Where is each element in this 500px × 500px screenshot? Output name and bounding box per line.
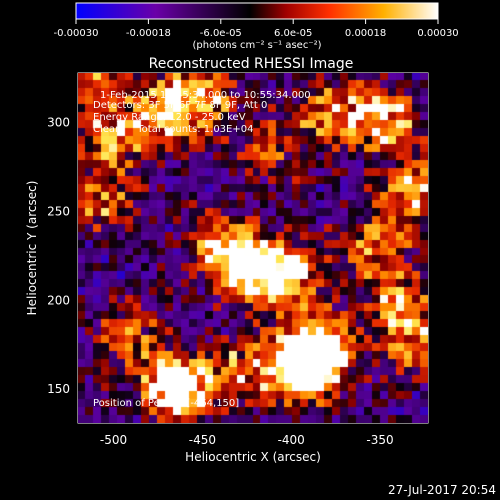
- heatmap-image: [78, 73, 428, 423]
- annotation-detectors: Detectors: 3F 5F 6F 7F 8F 9F, Att 0: [93, 100, 268, 111]
- annotation-peak: Position of Peak = [-464,150]: [93, 398, 240, 409]
- annotation-energy: Energy Range: 12.0 - 25.0 keV: [93, 112, 246, 123]
- y-axis-label: Heliocentric Y (arcsec): [25, 181, 39, 316]
- colorbar-tick-label: -0.00030: [54, 28, 99, 39]
- footer-timestamp: 27-Jul-2017 20:54: [388, 483, 496, 497]
- x-tick-label: -450: [189, 433, 216, 447]
- chart-title: Reconstructed RHESSI Image: [149, 56, 354, 72]
- colorbar-units-label: (photons cm⁻² s⁻¹ asec⁻²): [192, 40, 321, 51]
- annotation-clean: Clean Total counts: 1.03E+04: [93, 124, 254, 135]
- colorbar-ticks: -0.00030 -0.00018 -6.0e-05 6.0e-05 0.00018 0.…: [54, 19, 459, 39]
- y-tick-label: 300: [47, 116, 70, 130]
- colorbar: -0.00030 -0.00018 -6.0e-05 6.0e-05 0.00018 0.…: [54, 2, 459, 51]
- x-tick-label: -500: [100, 433, 127, 447]
- colorbar-tick-label: 0.00030: [417, 28, 458, 39]
- colorbar-tick-label: 6.0e-05: [274, 28, 312, 39]
- colorbar-gradient: [75, 2, 439, 20]
- y-tick-label: 150: [47, 382, 70, 396]
- colorbar-tick-label: 0.00018: [345, 28, 386, 39]
- annotation-time: 1-Feb-2015 10:45:34.000 to 10:55:34.000: [100, 90, 311, 101]
- y-tick-label: 200: [47, 293, 70, 307]
- x-tick-label: -400: [278, 433, 305, 447]
- x-tick-label: -350: [366, 433, 393, 447]
- colorbar-tick-label: -0.00018: [126, 28, 171, 39]
- y-tick-label: 250: [47, 205, 70, 219]
- x-axis-label: Heliocentric X (arcsec): [185, 450, 321, 464]
- colorbar-tick-label: -6.0e-05: [200, 28, 242, 39]
